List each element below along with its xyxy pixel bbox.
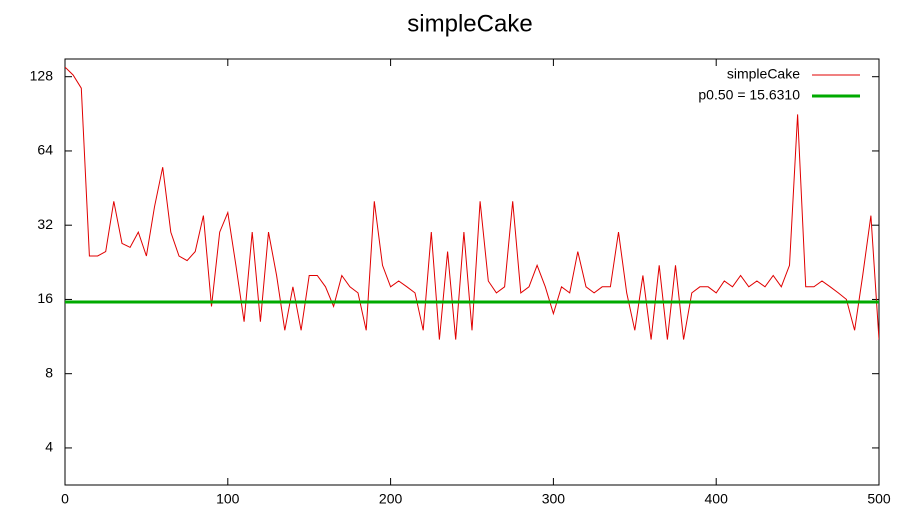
x-tick-label: 0 bbox=[61, 491, 69, 507]
y-tick-label: 32 bbox=[37, 216, 53, 232]
y-tick-label: 64 bbox=[37, 142, 53, 158]
x-tick-label: 500 bbox=[867, 491, 891, 507]
x-tick-label: 200 bbox=[379, 491, 403, 507]
legend-label: simpleCake bbox=[727, 66, 800, 82]
data-line bbox=[65, 66, 879, 340]
y-tick-label: 16 bbox=[37, 290, 53, 306]
chart-title: simpleCake bbox=[407, 10, 532, 37]
x-tick-label: 100 bbox=[216, 491, 240, 507]
y-tick-label: 128 bbox=[30, 67, 54, 83]
x-tick-label: 400 bbox=[705, 491, 729, 507]
x-tick-label: 300 bbox=[542, 491, 566, 507]
plot-frame bbox=[64, 58, 880, 486]
legend-label: p0.50 = 15.6310 bbox=[698, 87, 800, 103]
y-tick-label: 8 bbox=[45, 364, 53, 380]
y-tick-label: 4 bbox=[45, 439, 53, 455]
